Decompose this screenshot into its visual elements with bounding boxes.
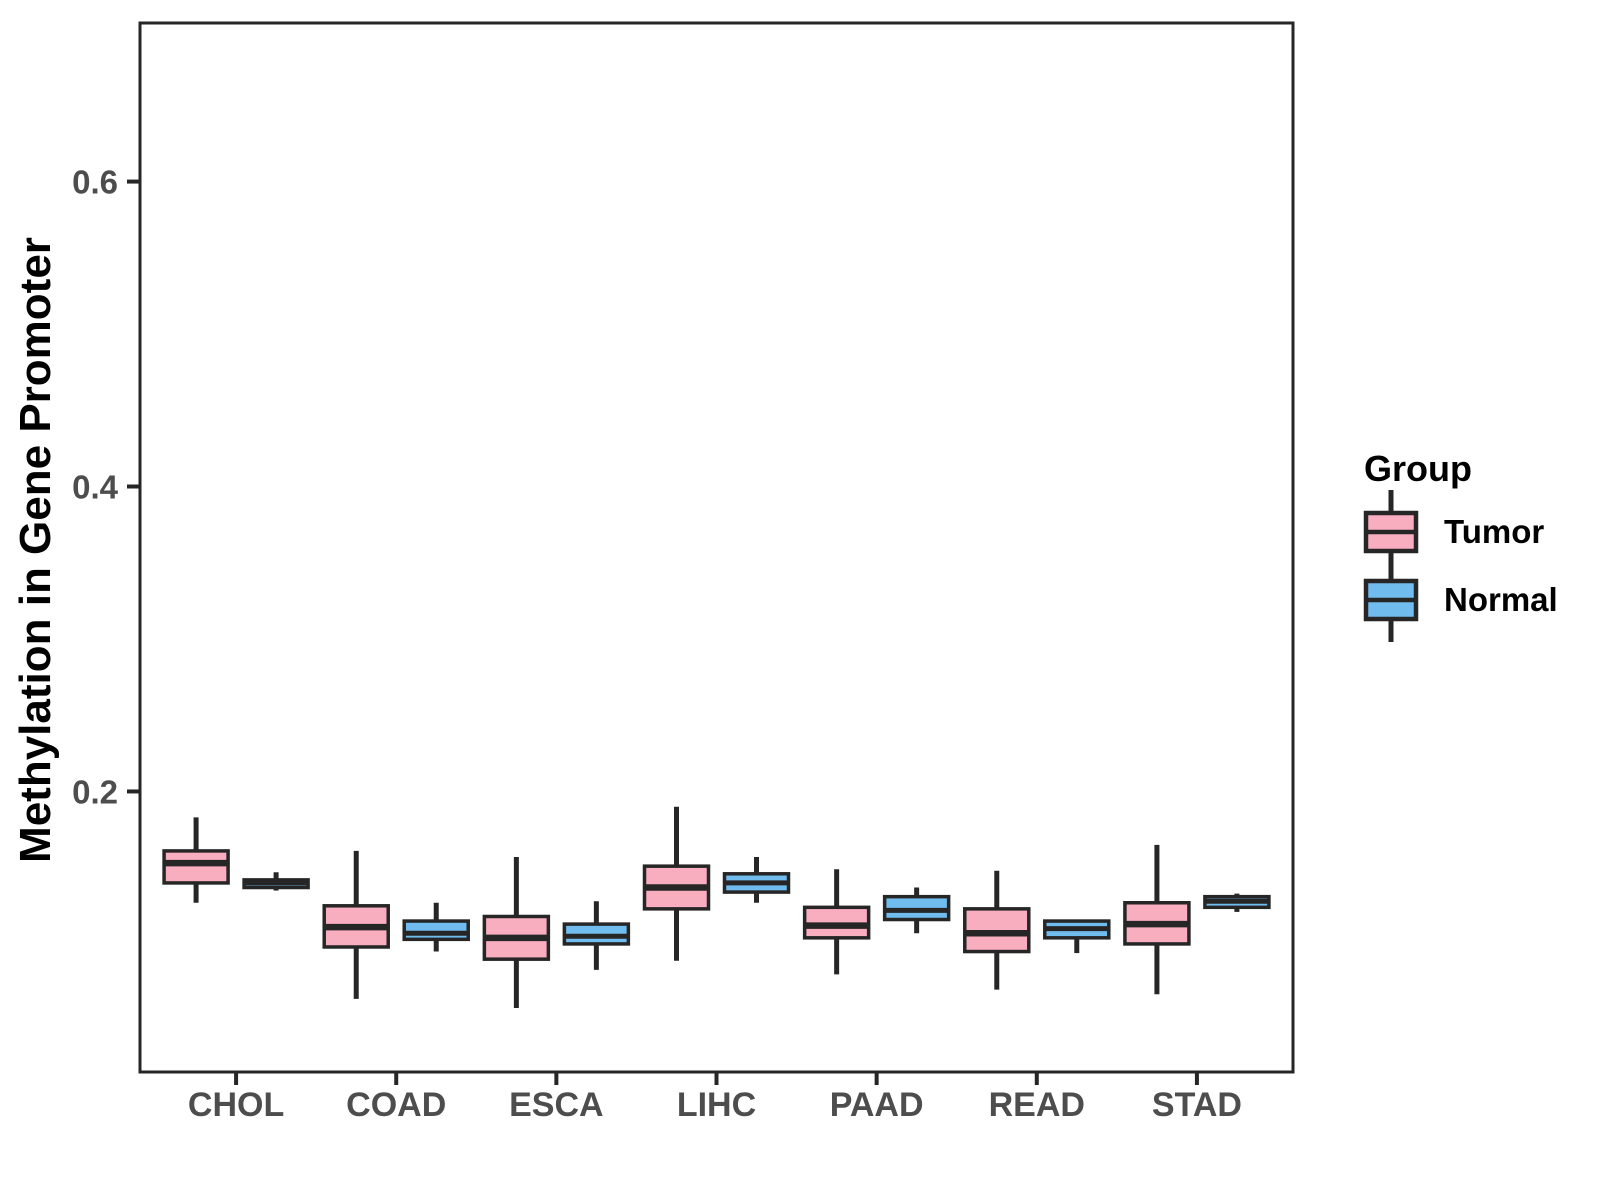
- y-tick-label: 0.6: [72, 164, 118, 201]
- legend-label-normal: Normal: [1444, 581, 1558, 618]
- legend-key-tumor-icon: [1363, 490, 1419, 574]
- y-axis-title: Methylation in Gene Promoter: [11, 237, 60, 863]
- x-tick-label-coad: COAD: [346, 1086, 446, 1124]
- x-tick-label-chol: CHOL: [188, 1086, 284, 1124]
- panel-border: [138, 21, 1295, 1074]
- legend-label-tumor: Tumor: [1444, 513, 1545, 550]
- box-normal-coad: [402, 919, 470, 942]
- y-tick-label: 0.2: [72, 773, 118, 810]
- legend-title: Group: [1364, 448, 1472, 489]
- legend: Group Tumor Normal: [1362, 448, 1558, 642]
- x-tick-label-read: READ: [989, 1086, 1085, 1124]
- x-tick-label-esca: ESCA: [509, 1086, 603, 1124]
- y-tick-label: 0.4: [72, 469, 119, 506]
- x-tick-label-lihc: LIHC: [677, 1086, 756, 1124]
- legend-entry-tumor: Tumor: [1362, 490, 1558, 574]
- box-tumor-chol: [162, 849, 230, 885]
- x-tick-label-paad: PAAD: [830, 1086, 924, 1124]
- legend-key-normal-icon: [1363, 558, 1419, 642]
- legend-entries: Tumor Normal: [1362, 490, 1558, 642]
- x-tick-label-stad: STAD: [1152, 1086, 1242, 1124]
- legend-entry-normal: Normal: [1362, 558, 1558, 642]
